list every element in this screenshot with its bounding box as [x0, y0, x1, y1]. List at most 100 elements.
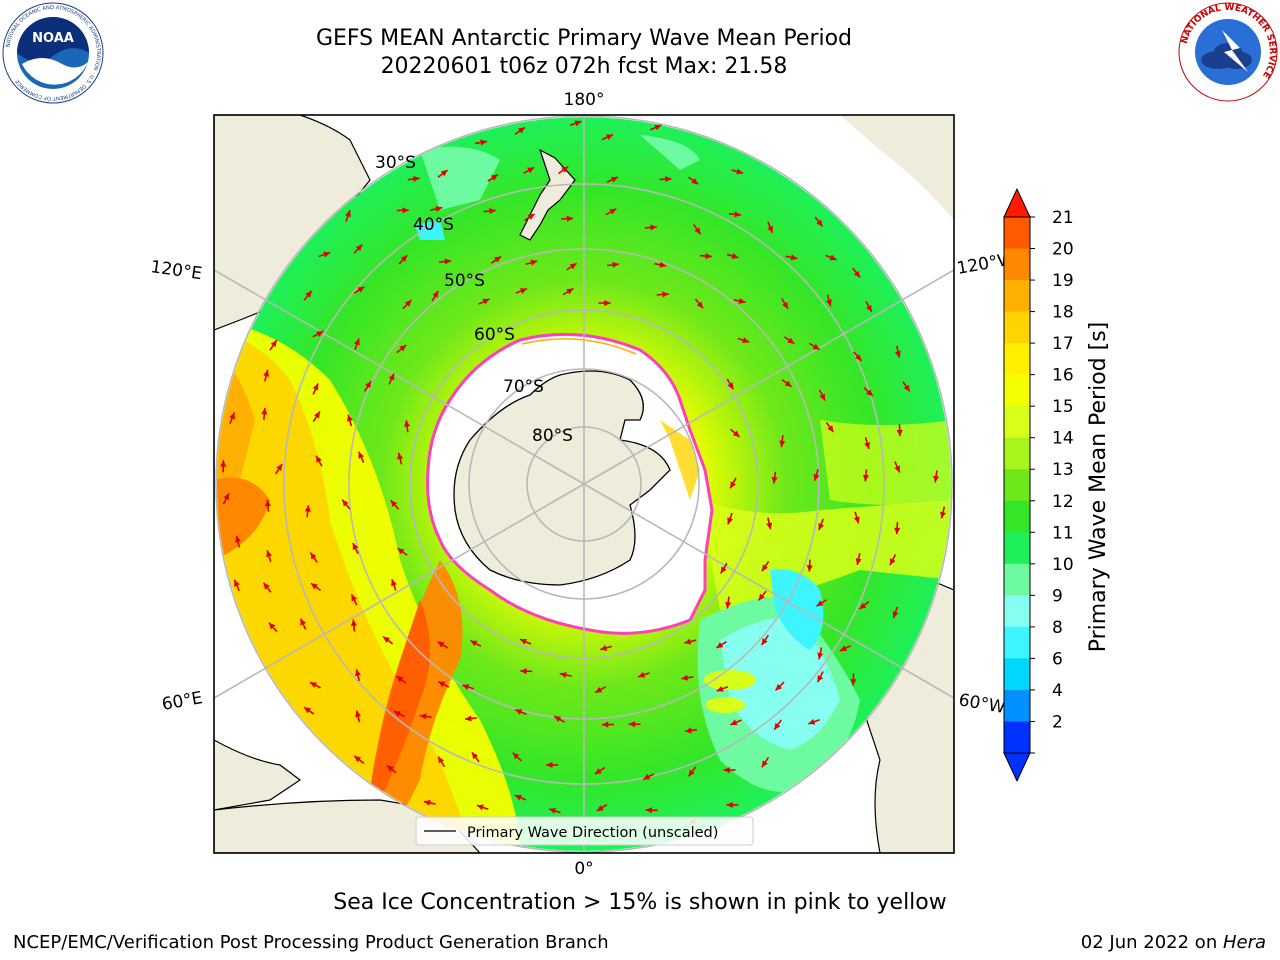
wave-arrow-head: [264, 499, 272, 507]
wave-arrow-head: [779, 440, 786, 448]
wave-arrow-head: [234, 579, 240, 587]
wave-arrow-head: [393, 711, 401, 717]
wave-arrow-head: [530, 259, 538, 266]
wave-arrow-head: [354, 755, 362, 763]
wave-arrow-head: [775, 683, 783, 691]
wave-arrow-head: [345, 210, 351, 218]
wave-arrow-head: [569, 263, 577, 270]
wave-arrow-head: [229, 412, 235, 420]
wave-arrow-head: [235, 535, 241, 543]
wave-arrow-head: [323, 251, 331, 258]
lat-label-40s: 40°S: [413, 215, 454, 235]
wave-arrow-head: [787, 337, 795, 344]
colorbar-tick-label: 16: [1052, 366, 1074, 386]
colorbar-tick-label: 8: [1052, 618, 1063, 638]
wave-arrow-head: [812, 343, 820, 350]
lat-label-50s: 50°S: [444, 271, 485, 291]
map-border: [213, 114, 955, 854]
wave-arrow-head: [313, 411, 320, 419]
wave-arrow-head: [855, 558, 862, 565]
wave-arrow-head: [730, 719, 738, 726]
pacific-outside-land: [840, 115, 954, 220]
wave-arrow-head: [365, 381, 372, 389]
wave-arrow-head: [354, 338, 360, 346]
wave-arrow-head: [827, 425, 834, 433]
wave-arrow-head: [512, 752, 520, 760]
wave-arrow-head: [605, 134, 613, 140]
wave-arrow-head: [517, 127, 525, 134]
wave-arrow-head: [727, 517, 733, 525]
wave-arrow-head: [423, 799, 431, 806]
wave-arrow-head: [490, 174, 498, 181]
wave-arrow-head: [440, 169, 448, 177]
wave-arrow-head: [628, 721, 635, 728]
noaa-logo-text: NOAA: [32, 31, 74, 46]
wave-arrow-head: [404, 300, 412, 307]
wave-arrow-head: [554, 716, 562, 723]
wave-arrow-head: [761, 760, 768, 768]
colorbar-tick-label: 9: [1052, 586, 1063, 606]
colorbar-segment: [1004, 343, 1030, 376]
colorbar-tick-label: 12: [1052, 492, 1074, 512]
wave-arrow-head: [438, 681, 446, 688]
colorbar-outline: [1003, 216, 1031, 754]
colorbar-tick-label: 2: [1052, 712, 1063, 732]
wave-arrow-head: [758, 593, 765, 601]
legend-label: Primary Wave Direction (unscaled): [467, 825, 718, 841]
lon-label-0: 0°: [574, 859, 593, 879]
wave-arrow-head: [494, 256, 502, 263]
wave-arrow-head: [817, 675, 824, 683]
wave-arrow-head: [596, 805, 604, 812]
wave-arrow-head: [855, 354, 862, 361]
wave-arrow-head: [355, 244, 363, 252]
wave-arrow-head: [865, 304, 872, 312]
wave-arrow-head: [866, 389, 873, 396]
noaa-logo: NOAA NATIONAL OCEANIC AND ATMOSPHERIC AD…: [2, 2, 104, 104]
wave-arrow-head: [862, 474, 869, 482]
wave-arrow-head: [480, 139, 488, 146]
colorbar-tick-label: 15: [1052, 397, 1074, 417]
colorbar-tick-label: 18: [1052, 303, 1074, 323]
wave-arrow-head: [559, 671, 567, 678]
colorbar-segment: [1004, 595, 1030, 628]
wave-arrow-head: [761, 564, 768, 572]
wave-arrow-head: [691, 178, 699, 185]
wave-arrow-head: [520, 288, 528, 294]
colorbar-tick-label: 21: [1052, 208, 1074, 228]
wave-arrow-head: [940, 511, 946, 519]
colorbar-segment: [1004, 406, 1030, 439]
wave-arrow-head: [610, 176, 618, 183]
wave-arrow-head: [546, 761, 553, 769]
chart-subtitle: 20220601 t06z 072h fcst Max: 21.58: [380, 54, 788, 79]
wave-arrow-head: [303, 707, 311, 714]
wave-arrow-head: [566, 288, 574, 295]
lat-label-80s: 80°S: [532, 426, 573, 446]
wave-arrow-head: [404, 420, 411, 427]
wave-arrow-head: [727, 382, 734, 390]
wave-arrow-head: [726, 801, 733, 808]
wave-arrow-head: [352, 542, 359, 550]
wave-arrow-head: [388, 373, 395, 381]
wave-arrow-head: [432, 290, 439, 298]
wave-arrow-head: [316, 455, 322, 463]
wave-arrow-head: [220, 460, 227, 467]
wave-arrow-head: [894, 465, 900, 473]
lon-label-60w: 60°W: [957, 690, 1007, 718]
wave-arrow-head: [514, 794, 522, 801]
wave-arrow-head: [742, 337, 750, 344]
wave-arrow-head: [723, 766, 730, 774]
wave-arrow-head: [665, 176, 672, 183]
wave-arrow-head: [645, 807, 653, 814]
wave-arrow-head: [725, 601, 732, 609]
madagascar-land: [214, 739, 302, 811]
wave-arrow-head: [355, 710, 362, 718]
map-legend: Primary Wave Direction (unscaled): [415, 816, 754, 846]
wave-arrow-head: [681, 674, 689, 681]
wave-arrow-head: [662, 291, 669, 298]
wave-arrow-head: [859, 602, 867, 610]
footer-host: Hera: [1222, 932, 1266, 953]
colorbar-segment: [1004, 280, 1030, 313]
wave-arrow-head: [470, 640, 478, 647]
wave-arrow-head: [402, 207, 409, 214]
wave-arrow-head: [600, 644, 608, 651]
